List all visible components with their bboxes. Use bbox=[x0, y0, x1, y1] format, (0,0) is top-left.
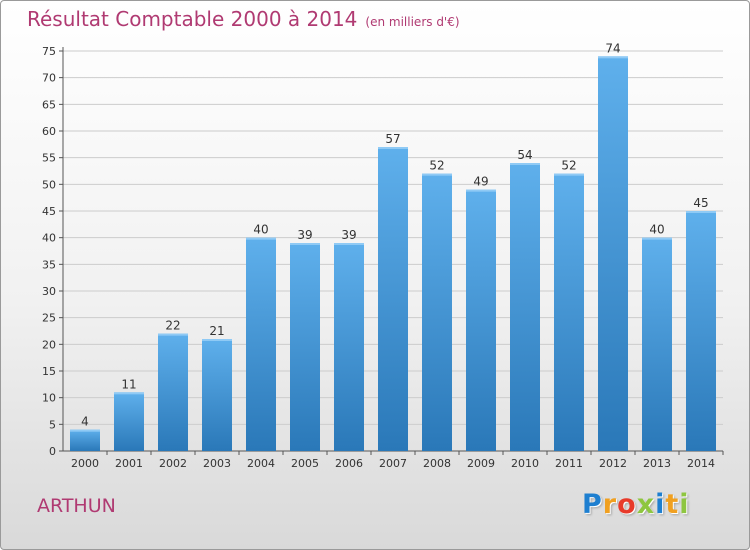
data-label: 40 bbox=[253, 223, 268, 237]
y-tick-label: 20 bbox=[42, 338, 56, 351]
bar bbox=[598, 56, 628, 451]
x-tick-label: 2013 bbox=[643, 457, 671, 470]
logo-letter: r bbox=[602, 489, 618, 520]
logo-letter: i bbox=[679, 489, 690, 520]
bar bbox=[510, 163, 540, 451]
data-label: 4 bbox=[81, 415, 89, 429]
data-labels: 4 11 22 21 40 39 39 57 52 49 54 52 74 40 45 bbox=[81, 41, 708, 428]
y-tick-label: 65 bbox=[42, 98, 56, 111]
bar-highlight bbox=[114, 392, 144, 395]
data-label: 21 bbox=[209, 324, 224, 338]
x-tick-label: 2006 bbox=[335, 457, 363, 470]
bar-highlight bbox=[466, 189, 496, 192]
bar bbox=[422, 173, 452, 451]
bar bbox=[642, 237, 672, 451]
bar-highlight bbox=[422, 173, 452, 176]
data-label: 40 bbox=[649, 223, 664, 237]
bar-highlight bbox=[246, 237, 276, 240]
x-tick-label: 2014 bbox=[687, 457, 715, 470]
data-label: 39 bbox=[297, 228, 312, 242]
bar-highlight bbox=[290, 243, 320, 245]
bar bbox=[290, 243, 320, 451]
bar bbox=[466, 189, 496, 451]
data-label: 52 bbox=[561, 159, 576, 173]
x-tick-label: 2009 bbox=[467, 457, 495, 470]
data-label: 52 bbox=[429, 159, 444, 173]
bar-highlight bbox=[686, 211, 716, 213]
bar-highlight bbox=[158, 333, 188, 336]
x-tick-label: 2012 bbox=[599, 457, 627, 470]
x-tick-label: 2010 bbox=[511, 457, 539, 470]
bar bbox=[114, 392, 144, 451]
x-tick-label: 2011 bbox=[555, 457, 583, 470]
bar-highlight bbox=[202, 339, 232, 341]
x-tick-label: 2008 bbox=[423, 457, 451, 470]
bar bbox=[202, 339, 232, 451]
bar-highlight bbox=[642, 237, 672, 240]
y-tick-label: 30 bbox=[42, 285, 56, 298]
commune-name: ARTHUN bbox=[37, 495, 116, 517]
y-tick-label: 55 bbox=[42, 152, 56, 165]
x-tick-label: 2002 bbox=[159, 457, 187, 470]
x-tick-label: 2005 bbox=[291, 457, 319, 470]
x-tick-label: 2004 bbox=[247, 457, 275, 470]
bar bbox=[70, 429, 100, 451]
data-label: 54 bbox=[517, 148, 532, 162]
bar-highlight bbox=[598, 56, 628, 59]
bar bbox=[158, 333, 188, 451]
data-label: 22 bbox=[165, 319, 180, 333]
y-tick-label: 75 bbox=[42, 45, 56, 58]
logo-letter: o bbox=[617, 489, 637, 520]
y-tick-label: 10 bbox=[42, 392, 56, 405]
chart-title-text: Résultat Comptable 2000 à 2014 bbox=[27, 7, 358, 31]
x-tick-label: 2000 bbox=[71, 457, 99, 470]
y-tick-label: 25 bbox=[42, 312, 56, 325]
y-tick-label: 60 bbox=[42, 125, 56, 138]
data-label: 39 bbox=[341, 228, 356, 242]
x-tick-label: 2003 bbox=[203, 457, 231, 470]
logo-letter: x bbox=[636, 489, 656, 520]
y-tick-label: 35 bbox=[42, 258, 56, 271]
bar-highlight bbox=[70, 429, 100, 432]
chart-title: Résultat Comptable 2000 à 2014 (en millie… bbox=[27, 7, 460, 31]
bar-highlight bbox=[510, 163, 540, 165]
data-label: 74 bbox=[605, 41, 620, 55]
x-tick-label: 2007 bbox=[379, 457, 407, 470]
y-tick-label: 50 bbox=[42, 178, 56, 191]
data-label: 45 bbox=[693, 196, 708, 210]
data-label: 11 bbox=[121, 377, 136, 391]
bar-highlight bbox=[334, 243, 364, 245]
bars bbox=[70, 56, 716, 451]
data-label: 49 bbox=[473, 175, 488, 189]
y-tick-label: 45 bbox=[42, 205, 56, 218]
logo-letter: t bbox=[665, 489, 680, 520]
unit-note: (en milliers d'€) bbox=[365, 15, 460, 29]
bar-highlight bbox=[554, 173, 584, 176]
data-label: 57 bbox=[385, 132, 400, 146]
bar bbox=[686, 211, 716, 451]
y-tick-label: 15 bbox=[42, 365, 56, 378]
y-tick-label: 0 bbox=[49, 445, 56, 458]
logo-letter: P bbox=[582, 489, 603, 520]
y-tick-label: 40 bbox=[42, 232, 56, 245]
y-tick-label: 5 bbox=[49, 418, 56, 431]
bar bbox=[246, 237, 276, 451]
bar-highlight bbox=[378, 147, 408, 149]
y-tick-label: 70 bbox=[42, 72, 56, 85]
bar bbox=[334, 243, 364, 451]
bar bbox=[378, 147, 408, 451]
logo-letter: i bbox=[655, 489, 666, 520]
x-tick-label: 2001 bbox=[115, 457, 143, 470]
proxiti-logo: Proxiti bbox=[582, 489, 690, 520]
bar bbox=[554, 173, 584, 451]
